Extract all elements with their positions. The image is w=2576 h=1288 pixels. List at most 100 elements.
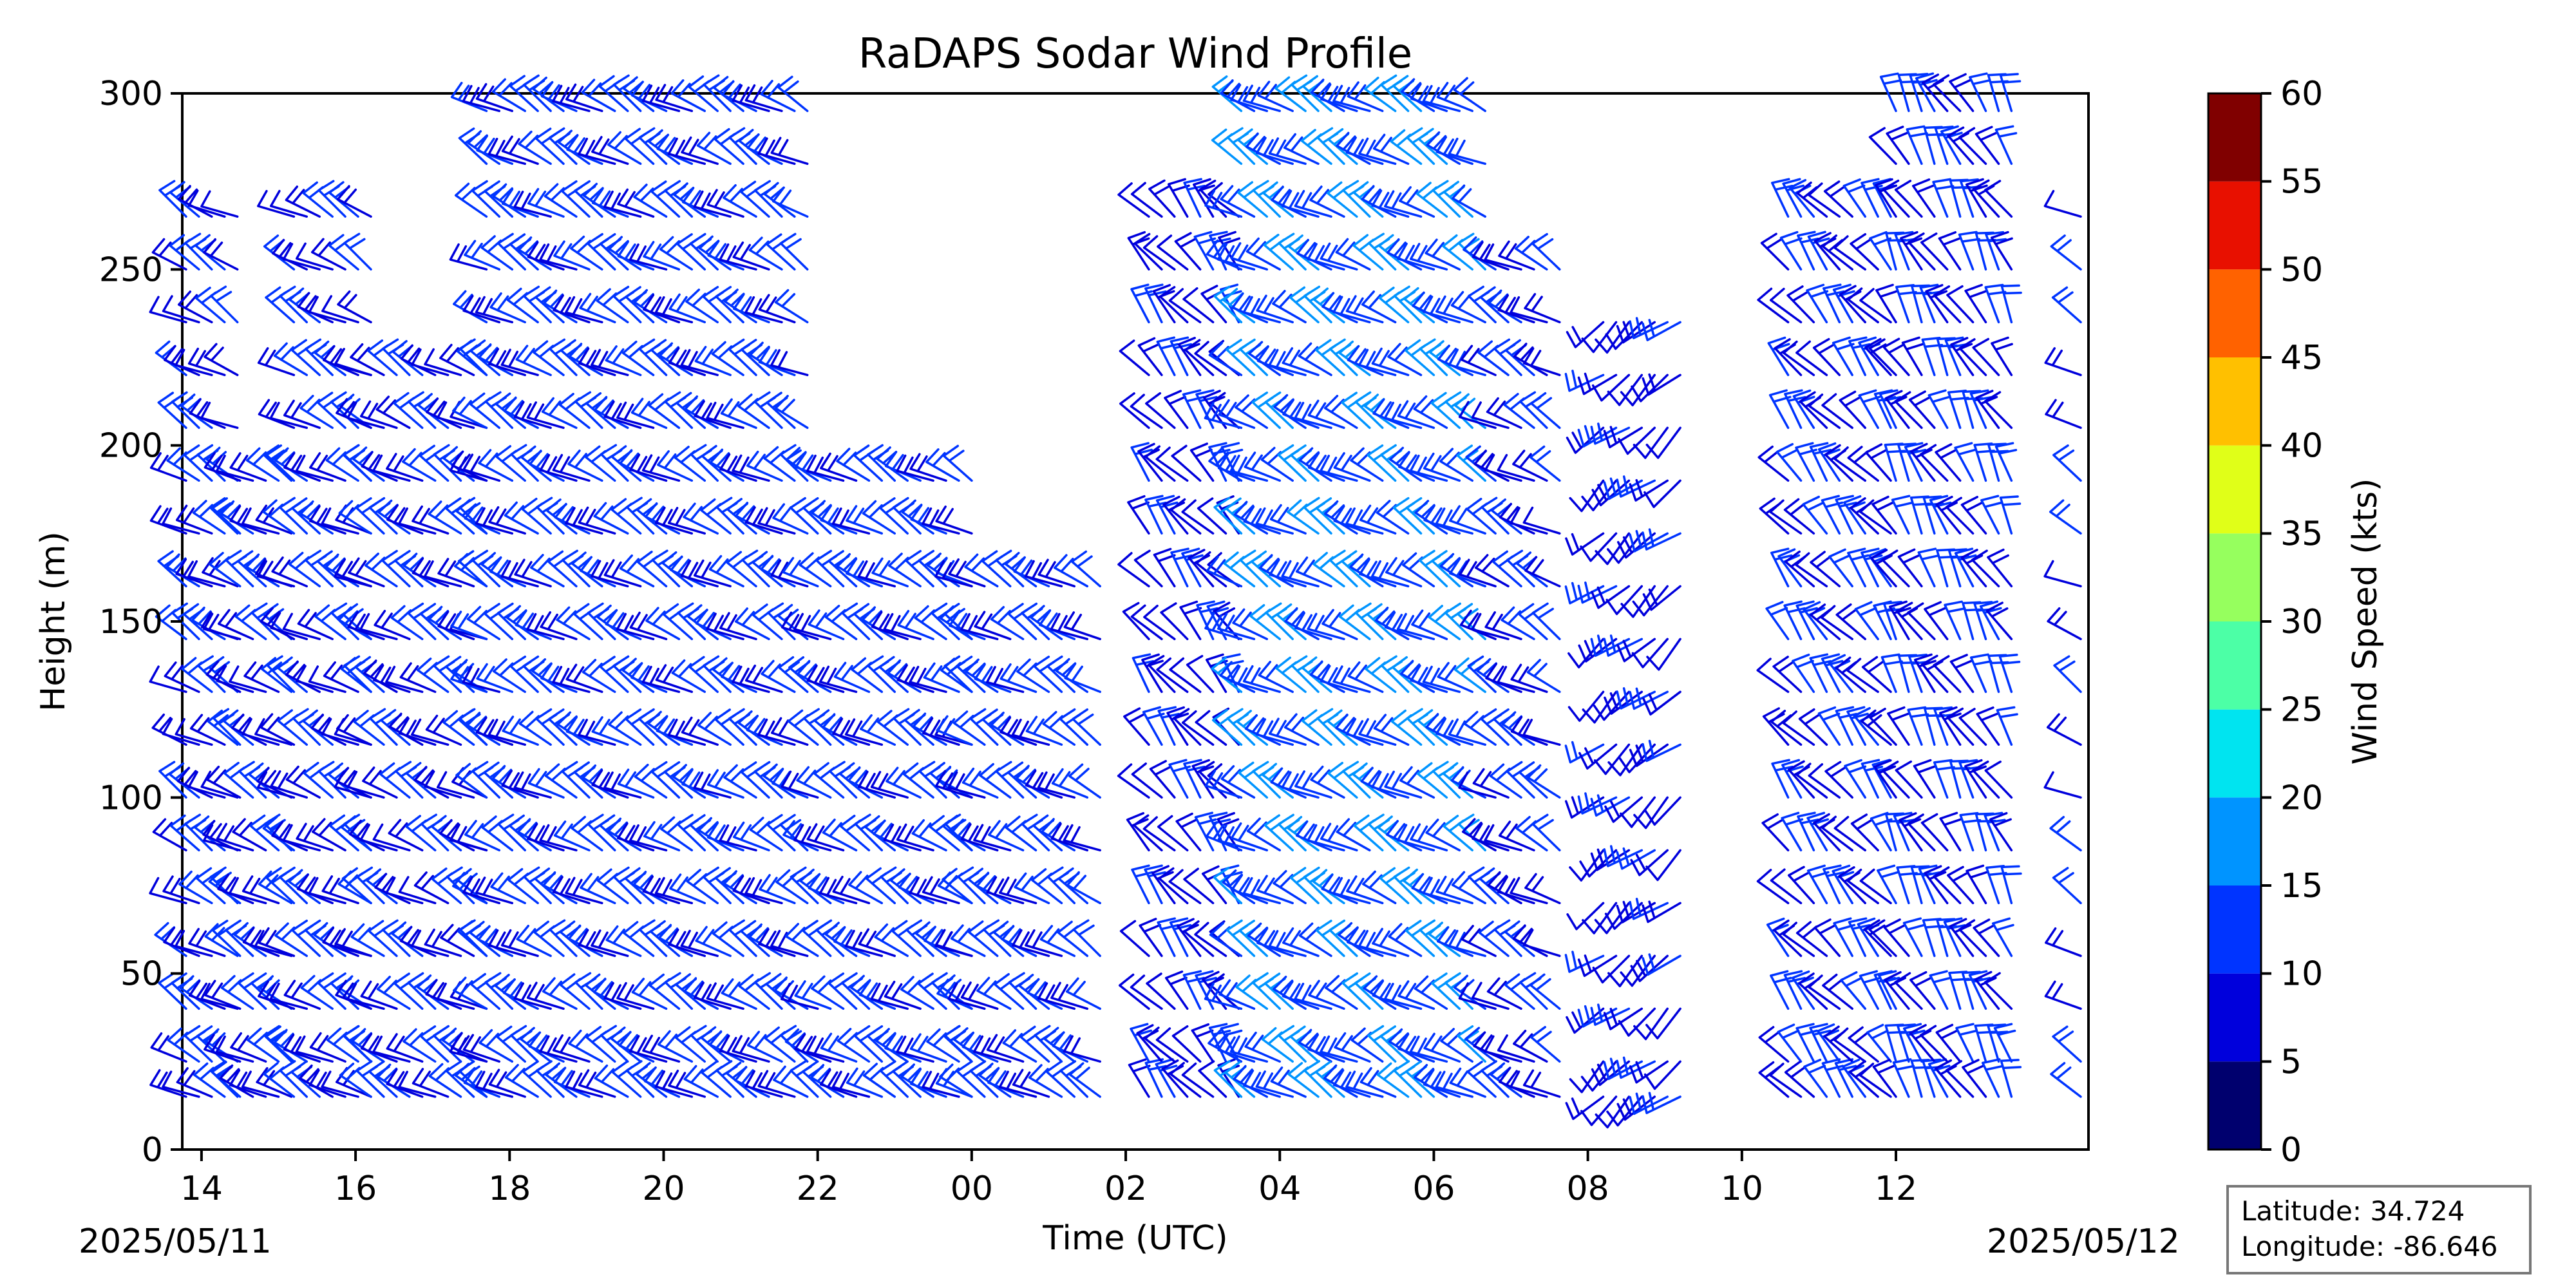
wind-barb bbox=[752, 551, 783, 588]
wind-barb bbox=[1383, 401, 1423, 430]
wind-barb bbox=[433, 444, 462, 482]
wind-barb bbox=[1984, 180, 2013, 218]
wind-barb bbox=[1899, 812, 1923, 852]
wind-barb bbox=[1950, 337, 1975, 377]
wind-barb bbox=[1327, 128, 1358, 166]
wind-barb bbox=[543, 289, 578, 324]
x-tick-label: 12 bbox=[1875, 1170, 1917, 1208]
wind-barb bbox=[334, 560, 372, 588]
x-tick-label: 18 bbox=[488, 1170, 531, 1208]
wind-barb bbox=[1933, 655, 1962, 694]
wind-barb bbox=[1823, 180, 1853, 218]
wind-barb bbox=[1391, 656, 1423, 694]
wind-barb bbox=[1990, 231, 2013, 271]
wind-barb bbox=[770, 349, 809, 377]
wind-barb bbox=[723, 289, 757, 324]
wind-barb bbox=[366, 868, 398, 905]
wind-barb bbox=[757, 718, 796, 746]
wind-barb bbox=[1893, 811, 1916, 852]
wind-barb bbox=[690, 1025, 719, 1063]
wind-barb bbox=[1991, 336, 2013, 377]
wind-barb bbox=[539, 243, 578, 271]
wind-barb bbox=[231, 714, 267, 746]
wind-barb bbox=[1218, 399, 1256, 430]
wind-barb bbox=[744, 1070, 783, 1098]
colorbar-tick-label: 50 bbox=[2280, 251, 2323, 289]
wind-barb bbox=[402, 553, 437, 588]
wind-barb bbox=[656, 133, 694, 166]
wind-barb bbox=[1435, 875, 1473, 905]
wind-barb bbox=[2053, 655, 2082, 694]
wind-barb bbox=[999, 716, 1037, 746]
wind-barb bbox=[1909, 971, 1936, 1010]
wind-barb bbox=[1757, 445, 1790, 482]
wind-barb bbox=[308, 665, 346, 694]
wind-barb bbox=[149, 505, 187, 535]
wind-barb bbox=[519, 1027, 552, 1063]
wind-barb bbox=[561, 549, 591, 588]
wind-barb bbox=[808, 609, 845, 641]
colorbar-block bbox=[2208, 269, 2261, 357]
wind-barb bbox=[177, 290, 213, 324]
wind-barb bbox=[1287, 234, 1320, 271]
wind-barb bbox=[1473, 450, 1510, 482]
colorbar-block bbox=[2208, 973, 2261, 1062]
wind-barb bbox=[1041, 818, 1076, 852]
y-tick-label: 50 bbox=[120, 955, 163, 994]
wind-barb bbox=[974, 611, 1012, 641]
wind-barb bbox=[1204, 189, 1243, 218]
wind-barb bbox=[391, 921, 424, 958]
wind-barb bbox=[1616, 532, 1656, 559]
wind-barb bbox=[1155, 1027, 1189, 1063]
wind-barb bbox=[574, 391, 603, 430]
wind-barb bbox=[884, 451, 922, 482]
wind-barb bbox=[577, 719, 616, 746]
wind-barb bbox=[1341, 550, 1371, 588]
wind-barb bbox=[229, 452, 267, 482]
colorbar-blocks bbox=[2208, 93, 2261, 1150]
wind-barb bbox=[308, 876, 346, 905]
wind-barb bbox=[424, 770, 462, 799]
wind-barb bbox=[1879, 72, 1902, 113]
colorbar-tick-label: 10 bbox=[2280, 955, 2323, 994]
wind-barb bbox=[810, 1064, 845, 1098]
wind-barb bbox=[1164, 390, 1189, 430]
wind-barb bbox=[1996, 706, 2018, 746]
wind-barb bbox=[990, 712, 1025, 746]
wind-barb bbox=[1066, 871, 1101, 905]
wind-barb bbox=[897, 610, 934, 641]
wind-barb bbox=[1411, 609, 1448, 641]
wind-barb bbox=[565, 296, 603, 324]
wind-barb bbox=[270, 770, 308, 799]
wind-barb bbox=[1564, 951, 1605, 973]
wind-barb bbox=[655, 84, 694, 113]
wind-barb bbox=[1606, 532, 1643, 564]
wind-barb bbox=[797, 659, 832, 694]
wind-barb bbox=[1170, 336, 1193, 377]
wind-barb bbox=[737, 710, 770, 746]
wind-barb bbox=[1320, 822, 1358, 852]
wind-barb bbox=[1958, 919, 1987, 958]
wind-barb bbox=[772, 503, 809, 535]
wind-barb bbox=[1567, 638, 1605, 668]
wind-barb bbox=[1772, 656, 1803, 694]
wind-barb bbox=[1262, 181, 1294, 218]
wind-barb bbox=[271, 820, 308, 852]
wind-barb bbox=[985, 666, 1025, 694]
wind-barb bbox=[1919, 1025, 1949, 1063]
wind-barb bbox=[1850, 813, 1879, 852]
wind-barb bbox=[566, 134, 603, 166]
wind-barb bbox=[1479, 867, 1510, 905]
wind-barb bbox=[374, 873, 411, 905]
wind-barb bbox=[462, 876, 501, 905]
wind-barb bbox=[708, 554, 744, 588]
wind-barb bbox=[848, 871, 884, 905]
wind-barb bbox=[526, 612, 565, 641]
wind-barb bbox=[1486, 977, 1522, 1010]
wind-barb bbox=[1308, 980, 1345, 1010]
x-axis-label: Time (UTC) bbox=[1042, 1219, 1227, 1258]
wind-barb bbox=[1484, 453, 1522, 482]
wind-barb bbox=[480, 552, 514, 588]
wind-barb bbox=[1938, 231, 1962, 271]
colorbar-block bbox=[2208, 709, 2261, 798]
